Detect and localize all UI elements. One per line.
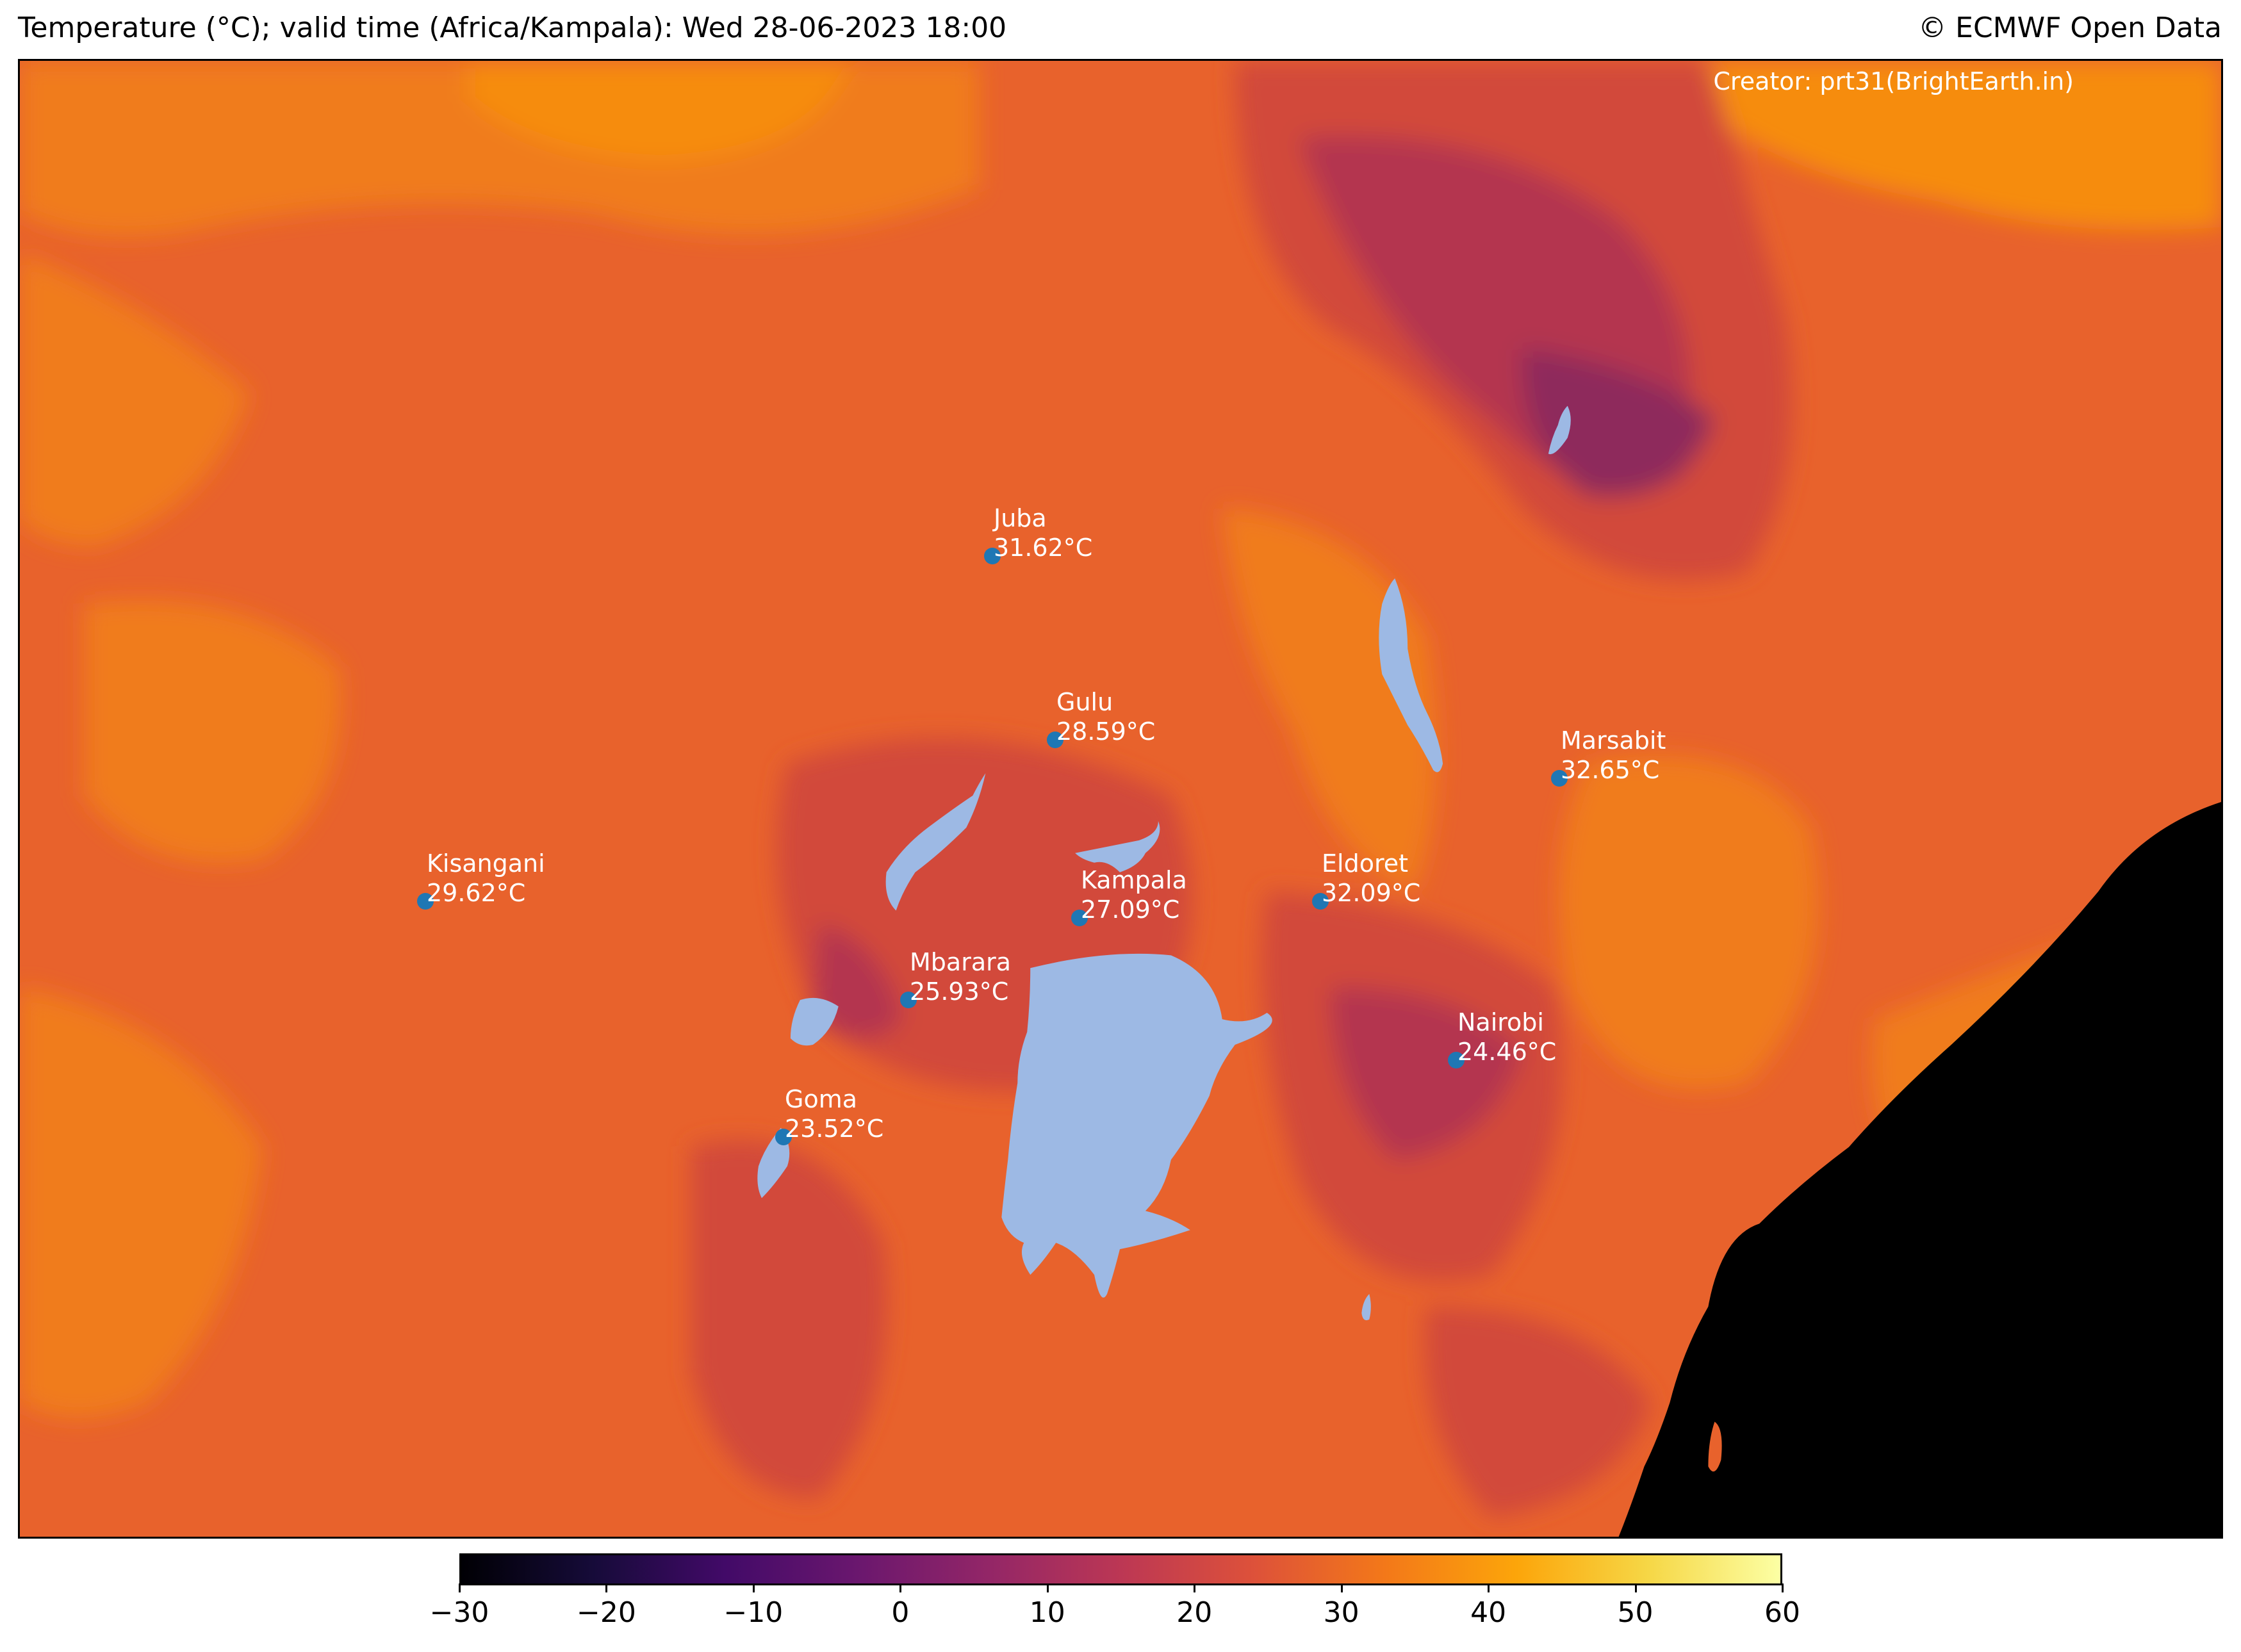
city-dot — [775, 1129, 792, 1145]
tick-mark — [1046, 1583, 1049, 1592]
tick-mark — [1634, 1583, 1637, 1592]
city-temp: 28.59°C — [1056, 717, 1156, 746]
city-dot — [900, 992, 917, 1008]
city-label: Marsabit 32.65°C — [1561, 726, 1666, 785]
lake-albert — [885, 773, 986, 911]
coastal-island — [1708, 1421, 1722, 1472]
city-name: Nairobi — [1457, 1008, 1544, 1036]
temperature-map: Creator: prt31(BrightEarth.in) Juba 31.62… — [18, 59, 2223, 1539]
creator-label: Creator: prt31(BrightEarth.in) — [1713, 67, 2074, 95]
hot-zone-northeast — [1708, 61, 2221, 231]
city-temp: 32.09°C — [1322, 879, 1421, 907]
lake-chew-bahir — [1548, 405, 1571, 455]
tick-mark — [605, 1583, 608, 1592]
city-dot — [1312, 893, 1329, 910]
map-canvas — [20, 61, 2221, 1537]
map-title: Temperature (°C); valid time (Africa/Kam… — [18, 12, 1007, 44]
indian-ocean — [1618, 801, 2221, 1537]
city-temp: 27.09°C — [1081, 896, 1180, 924]
tick-label: 10 — [1029, 1596, 1065, 1629]
tick-label: 60 — [1764, 1596, 1800, 1629]
city-temp: 25.93°C — [910, 977, 1009, 1006]
city-temp: 24.46°C — [1457, 1038, 1557, 1066]
city-name: Mbarara — [910, 948, 1012, 976]
city-dot — [984, 548, 1001, 564]
city-name: Gulu — [1056, 688, 1113, 716]
city-name: Kampala — [1081, 866, 1187, 894]
warm-zone-east — [1558, 755, 1819, 1090]
warm-zone-northwest — [20, 252, 250, 547]
city-name: Eldoret — [1322, 849, 1409, 878]
warm-zone-west — [83, 600, 341, 863]
cold-zone-kenya — [1331, 987, 1523, 1160]
lake-kivu — [757, 1127, 790, 1198]
temperature-colorbar — [459, 1553, 1782, 1585]
cool-zone-south — [1425, 1306, 1651, 1518]
city-label: Juba 31.62°C — [994, 503, 1092, 562]
lake-naivasha — [1361, 1293, 1371, 1321]
city-label: Eldoret 32.09°C — [1322, 849, 1420, 908]
hot-zone-north — [467, 61, 851, 163]
city-temp: 32.65°C — [1561, 756, 1660, 784]
city-dot — [417, 893, 434, 910]
tick-mark — [1194, 1583, 1196, 1592]
tick-label: −10 — [723, 1596, 784, 1629]
city-label: Kisangani 29.62°C — [427, 849, 545, 908]
city-label: Gulu 28.59°C — [1056, 687, 1155, 746]
city-label: Nairobi 24.46°C — [1457, 1008, 1556, 1067]
tick-label: 20 — [1176, 1596, 1213, 1629]
tick-mark — [1782, 1583, 1784, 1592]
tick-label: 50 — [1617, 1596, 1654, 1629]
colorbar-ticks: −30 −20 −10 0 10 20 30 40 50 60 — [430, 1583, 1800, 1648]
city-temp: 29.62°C — [427, 879, 526, 907]
tick-label: 0 — [891, 1596, 910, 1629]
city-name: Juba — [994, 504, 1047, 532]
city-dot — [1551, 770, 1568, 787]
colorbar-gradient — [461, 1555, 1780, 1583]
city-label: Goma 23.52°C — [785, 1084, 883, 1143]
tick-label: 40 — [1470, 1596, 1507, 1629]
city-label: Kampala 27.09°C — [1081, 865, 1187, 924]
city-dot — [1448, 1052, 1465, 1068]
lake-kyoga — [1075, 821, 1160, 872]
city-dot — [1071, 910, 1088, 926]
warm-zone-southwest — [20, 987, 263, 1419]
copyright-label: © ECMWF Open Data — [1918, 12, 2222, 44]
tick-label: 30 — [1323, 1596, 1359, 1629]
tick-mark — [1488, 1583, 1490, 1592]
tick-mark — [459, 1583, 461, 1592]
tick-label: −20 — [577, 1596, 636, 1629]
tick-mark — [899, 1583, 902, 1592]
tick-mark — [1340, 1583, 1343, 1592]
lake-victoria — [1001, 953, 1272, 1298]
colder-zone-highlands — [1522, 348, 1715, 497]
lake-edward — [790, 997, 839, 1046]
city-temp: 23.52°C — [785, 1115, 884, 1143]
city-name: Kisangani — [427, 849, 545, 878]
tick-label: −30 — [429, 1596, 489, 1629]
lake-turkana — [1379, 578, 1443, 773]
cool-zone-southwest — [691, 1140, 887, 1499]
city-name: Marsabit — [1561, 726, 1666, 755]
city-name: Goma — [785, 1085, 857, 1113]
city-dot — [1047, 732, 1063, 748]
city-temp: 31.62°C — [994, 534, 1093, 562]
tick-mark — [752, 1583, 755, 1592]
city-label: Mbarara 25.93°C — [910, 947, 1011, 1006]
